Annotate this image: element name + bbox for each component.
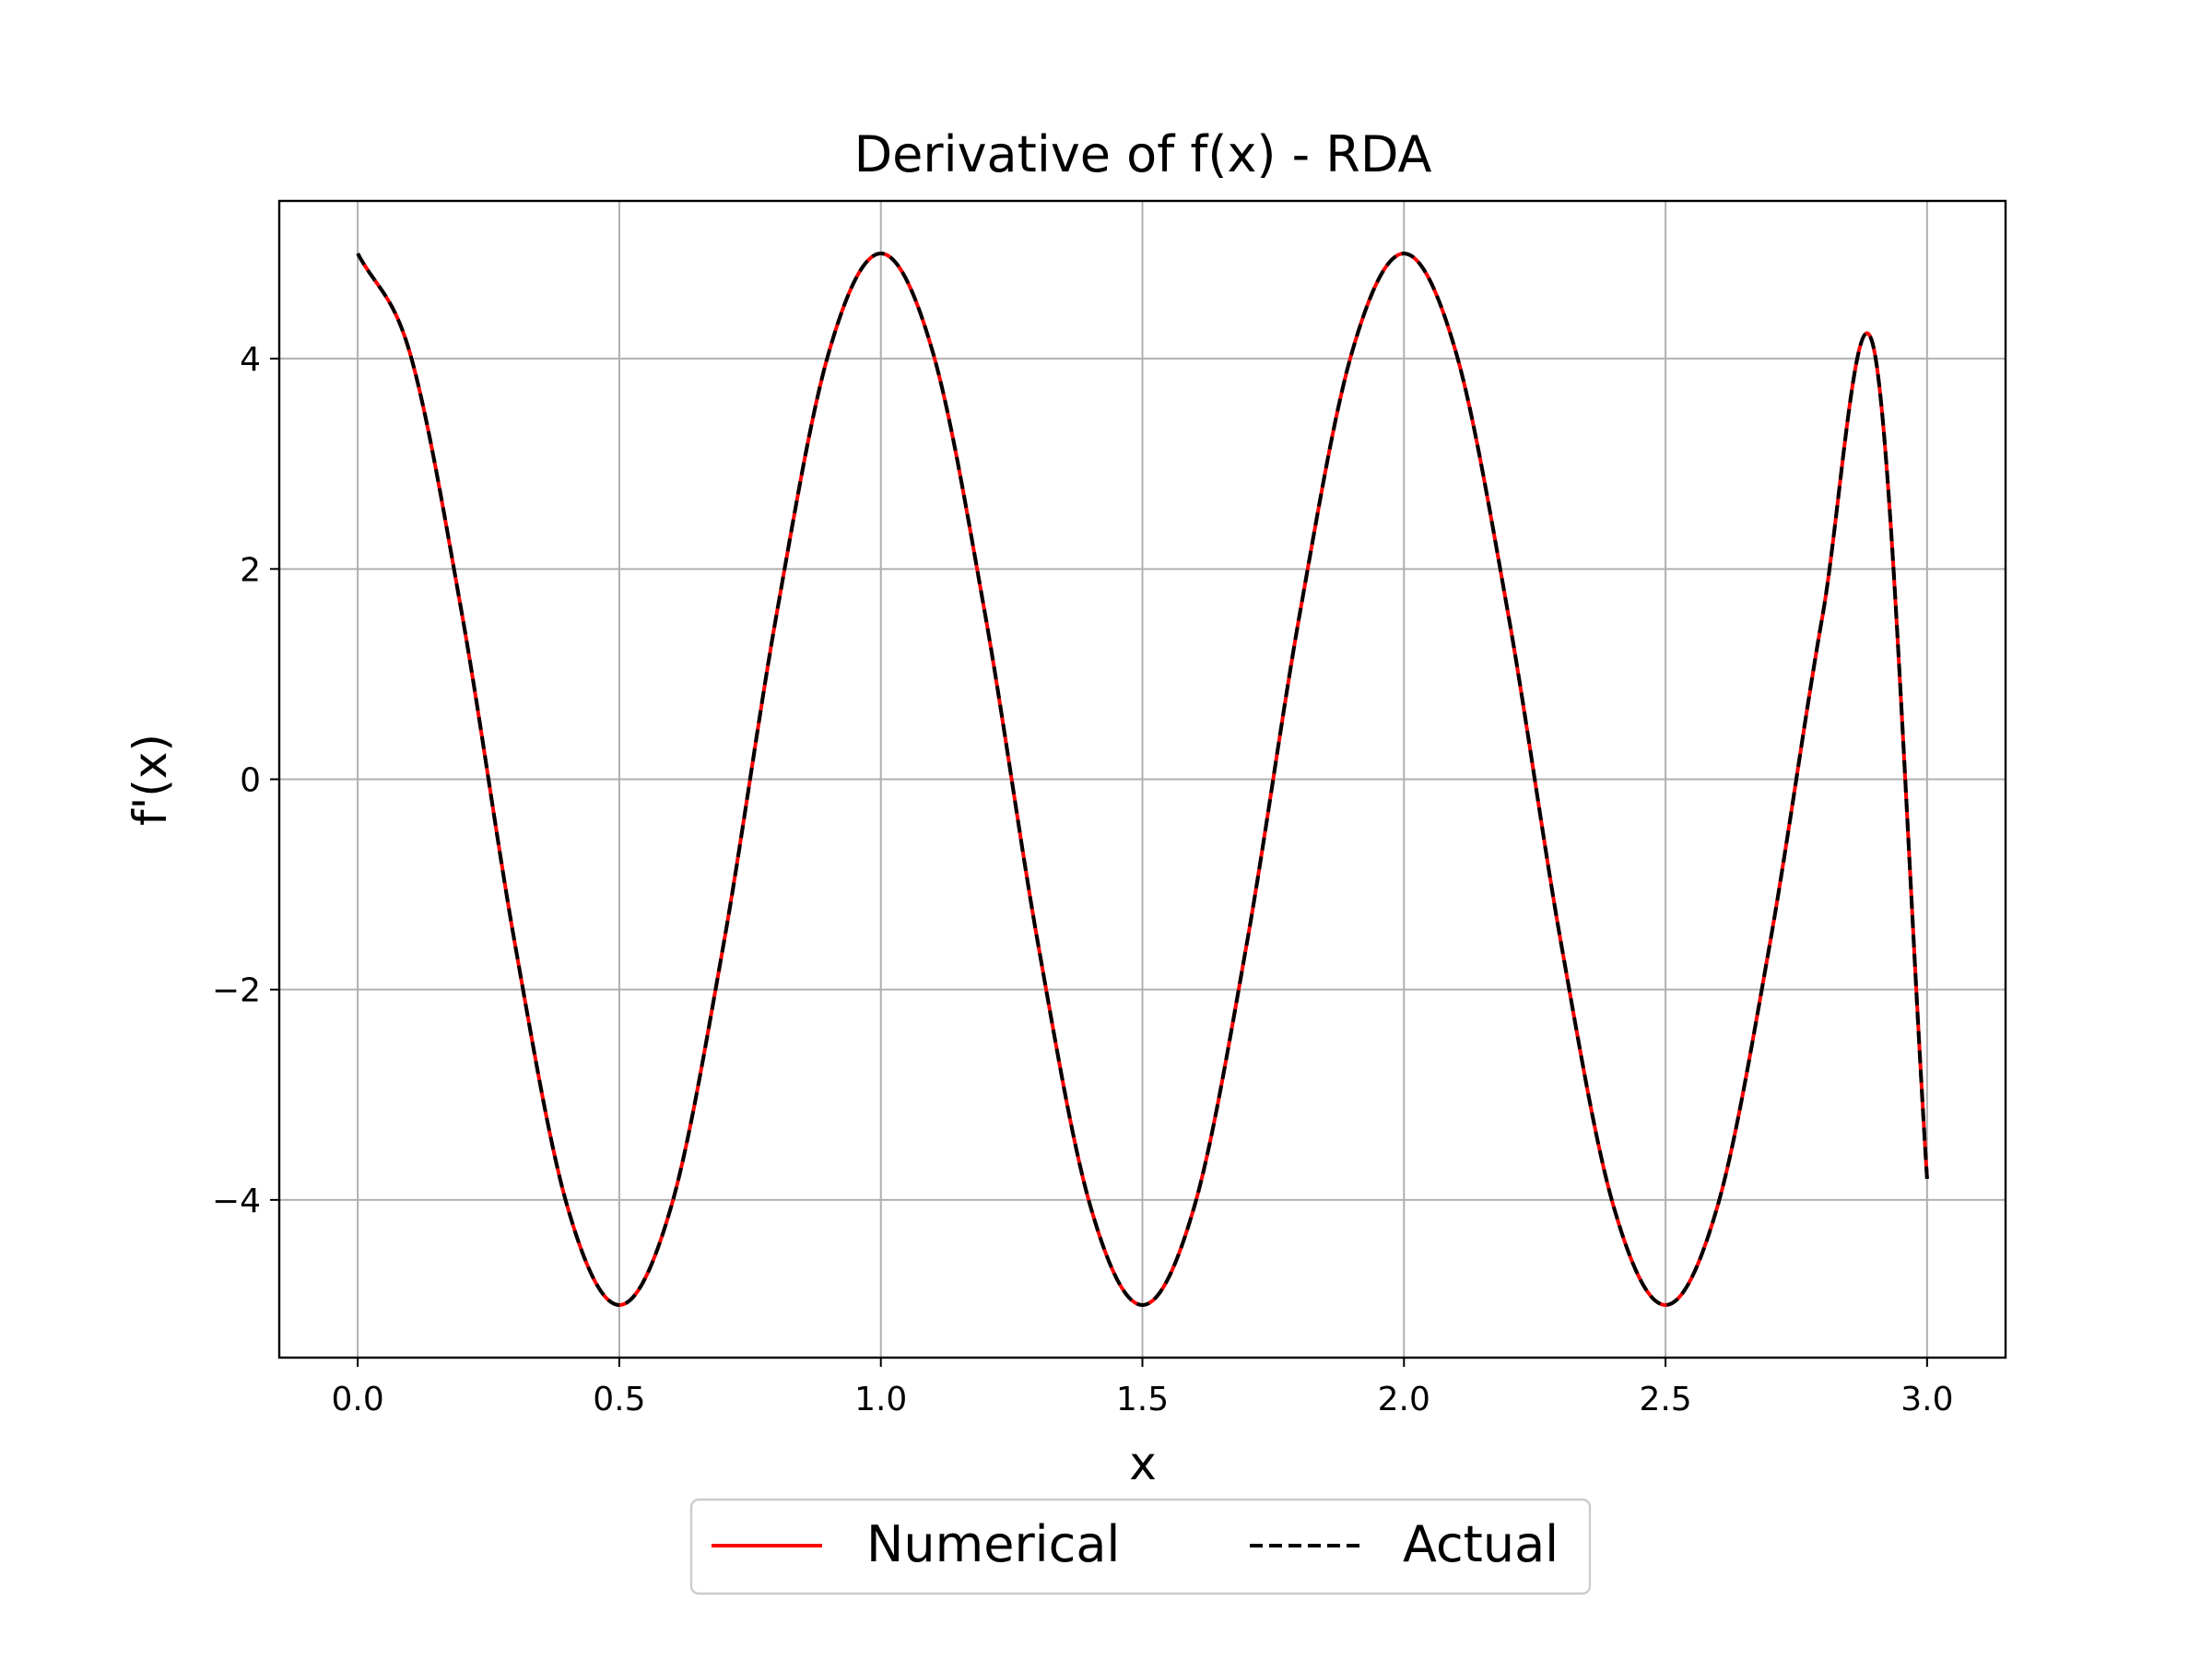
x-axis-label: x — [1129, 1437, 1157, 1490]
x-tick-label: 3.0 — [1900, 1381, 1953, 1418]
x-tick-label: 0.5 — [593, 1381, 645, 1418]
x-tick-label: 2.0 — [1378, 1381, 1430, 1418]
y-tick-label: −2 — [212, 972, 261, 1010]
y-tick-label: 0 — [240, 762, 261, 800]
x-tick-label: 2.5 — [1639, 1381, 1691, 1418]
legend-label-actual: Actual — [1403, 1515, 1559, 1573]
legend-label-numerical: Numerical — [866, 1515, 1120, 1573]
chart-title: Derivative of f(x) - RDA — [854, 125, 1432, 183]
y-axis-label: f'(x) — [124, 734, 177, 826]
y-tick-label: 2 — [240, 551, 261, 589]
series-layer — [356, 252, 1929, 1307]
legend: Numerical Actual — [689, 1498, 1592, 1595]
x-tick-label: 1.5 — [1116, 1381, 1169, 1418]
x-tick-label: 0.0 — [332, 1381, 384, 1418]
y-tick-label: −4 — [212, 1182, 261, 1220]
y-tick-label: 4 — [240, 341, 261, 379]
x-tick-label: 1.0 — [854, 1381, 907, 1418]
axis-ticks: 0.0 0.5 1.0 1.5 2.0 2.5 3.0 −4 −2 0 2 4 — [212, 341, 1954, 1418]
legend-box — [689, 1498, 1592, 1595]
series-line-actual — [356, 252, 1929, 1307]
